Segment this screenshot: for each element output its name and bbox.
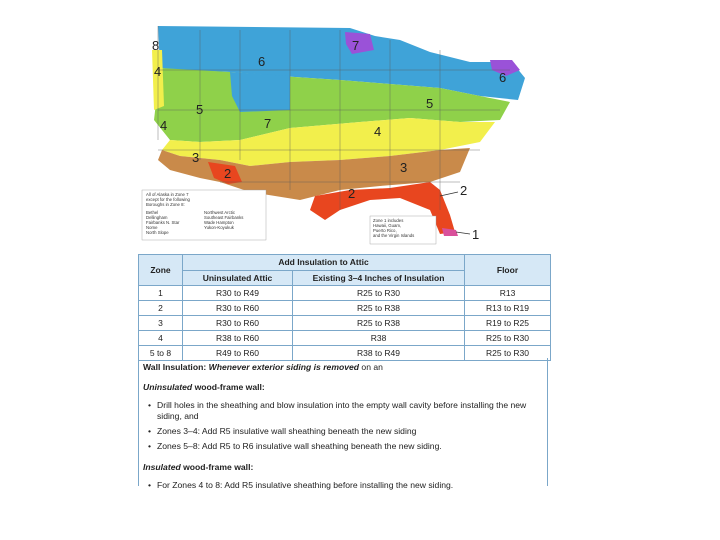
list-item: For Zones 4 to 8: Add R5 insulative shea… bbox=[143, 480, 541, 491]
cell-floor: R25 to R30 bbox=[464, 345, 551, 361]
cell-existing: R25 to R38 bbox=[292, 315, 465, 331]
cell-floor: R13 to R19 bbox=[464, 300, 551, 316]
uninsulated-rest: wood-frame wall: bbox=[194, 382, 265, 392]
cell-uninsulated: R30 to R60 bbox=[182, 315, 293, 331]
zone-6-region-west bbox=[230, 72, 290, 112]
wall-heading-emphasis: Whenever exterior siding is removed bbox=[208, 362, 360, 372]
alaska-borough: Wade Hampton bbox=[204, 220, 234, 225]
table-row: 1 R30 to R49 R25 to R30 R13 bbox=[138, 285, 551, 301]
zone-7-region-east bbox=[490, 60, 520, 76]
insulated-wall-heading: Insulated wood-frame wall: bbox=[143, 462, 541, 472]
alaska-inset: All of Alaska in Zone 7 except for the f… bbox=[141, 189, 267, 241]
zone-label: 3 bbox=[400, 160, 407, 175]
wall-insulation-section: Wall Insulation: Whenever exterior sidin… bbox=[138, 358, 548, 491]
table-row: 3 R30 to R60 R25 to R38 R19 to R25 bbox=[138, 315, 551, 331]
uninsulated-word: Uninsulated bbox=[143, 382, 193, 392]
zone-label: 1 bbox=[472, 227, 479, 242]
alaska-borough: Northwest Arctic bbox=[204, 210, 236, 215]
header-existing-insulation: Existing 3–4 Inches of Insulation bbox=[292, 269, 465, 286]
zone-2-region-south bbox=[310, 182, 455, 234]
alaska-borough: Yukon-Koyukuk bbox=[204, 225, 235, 230]
header-uninsulated-attic: Uninsulated Attic bbox=[182, 269, 293, 286]
cell-uninsulated: R30 to R60 bbox=[182, 300, 293, 316]
cell-zone: 4 bbox=[138, 330, 183, 346]
zone-4-region bbox=[162, 118, 495, 166]
header-attic-group: Add Insulation to Attic bbox=[182, 254, 465, 271]
alaska-borough: Fairbanks N. Star bbox=[146, 220, 180, 225]
zone-label: 4 bbox=[374, 124, 381, 139]
table-row: 2 R30 to R60 R25 to R38 R13 to R19 bbox=[138, 300, 551, 316]
zone-label: 2 bbox=[348, 186, 355, 201]
cell-existing: R25 to R30 bbox=[292, 285, 465, 301]
wall-heading-label: Wall Insulation: bbox=[143, 362, 207, 372]
cell-uninsulated: R38 to R60 bbox=[182, 330, 293, 346]
zone-label: 2 bbox=[224, 166, 231, 181]
zone-2-region-sw bbox=[208, 162, 242, 184]
zone-1-region bbox=[442, 228, 458, 236]
zone1-inset: Zone 1 includes Hawaii, Guam, Puerto Ric… bbox=[369, 215, 437, 245]
alaska-borough: North Slope bbox=[146, 230, 169, 235]
cell-zone: 1 bbox=[138, 285, 183, 301]
list-item: Drill holes in the sheathing and blow in… bbox=[143, 400, 541, 422]
zone-label: 5 bbox=[196, 102, 203, 117]
list-item: Zones 5–8: Add R5 to R6 insulative wall … bbox=[143, 441, 541, 452]
zone-label: 4 bbox=[160, 118, 167, 133]
state-borders bbox=[157, 26, 510, 210]
insulation-table: Zone Add Insulation to Attic Floor Unins… bbox=[138, 254, 551, 361]
zone-label: 2 bbox=[460, 183, 467, 198]
climate-zone-map: 1 2 2 2 3 3 4 4 4 5 5 6 6 7 7 8 All of A… bbox=[141, 26, 525, 245]
wall-heading-tail: on an bbox=[361, 362, 383, 372]
zone-7-region bbox=[345, 32, 374, 54]
zone-label: 7 bbox=[352, 38, 359, 53]
table-row: 4 R38 to R60 R38 R25 to R30 bbox=[138, 330, 551, 346]
alaska-borough: Southeast Fairbanks bbox=[204, 215, 243, 220]
cell-floor: R19 to R25 bbox=[464, 315, 551, 331]
zone1-inset-line: Puerto Rico, bbox=[373, 228, 397, 233]
cell-existing: R38 to R49 bbox=[292, 345, 465, 361]
zone-label: 3 bbox=[192, 150, 199, 165]
header-floor: Floor bbox=[464, 254, 551, 286]
zone-3-region bbox=[158, 148, 470, 200]
header-zone: Zone bbox=[138, 254, 183, 286]
cell-existing: R25 to R38 bbox=[292, 300, 465, 316]
alaska-inset-line: Boroughs in Zone 8: bbox=[146, 202, 185, 207]
alaska-inset-line: All of Alaska in Zone 7 bbox=[146, 192, 189, 197]
cell-zone: 2 bbox=[138, 300, 183, 316]
zone1-inset-line: Zone 1 includes bbox=[373, 218, 403, 223]
zone1-inset-line: and the Virgin Islands bbox=[373, 233, 414, 238]
zone-label: 4 bbox=[154, 64, 161, 79]
insulated-word: Insulated bbox=[143, 462, 181, 472]
zone-6-region bbox=[158, 26, 525, 100]
cell-uninsulated: R30 to R49 bbox=[182, 285, 293, 301]
zone-label: 8 bbox=[152, 38, 159, 53]
insulation-table-wrap: Zone Add Insulation to Attic Floor Unins… bbox=[138, 254, 551, 361]
alaska-inset-line: except for the following bbox=[146, 197, 191, 202]
zone-label: 5 bbox=[426, 96, 433, 111]
cell-existing: R38 bbox=[292, 330, 465, 346]
alaska-borough: Nome bbox=[146, 225, 158, 230]
alaska-borough: Bethel bbox=[146, 210, 158, 215]
leader-lines bbox=[439, 191, 471, 235]
uninsulated-wall-heading: Uninsulated wood-frame wall: bbox=[143, 382, 541, 392]
zone-label: 7 bbox=[264, 116, 271, 131]
zone1-inset-line: Hawaii, Guam, bbox=[373, 223, 401, 228]
insulated-rest: wood-frame wall: bbox=[183, 462, 254, 472]
cell-floor: R13 bbox=[464, 285, 551, 301]
list-item: Zones 3–4: Add R5 insulative wall sheath… bbox=[143, 426, 541, 437]
alaska-borough: Dellingham bbox=[146, 215, 168, 220]
cell-floor: R25 to R30 bbox=[464, 330, 551, 346]
zone-label: 6 bbox=[258, 54, 265, 69]
zone-label: 6 bbox=[499, 70, 506, 85]
wall-heading: Wall Insulation: Whenever exterior sidin… bbox=[143, 362, 541, 372]
cell-zone: 3 bbox=[138, 315, 183, 331]
table-row: 5 to 8 R49 to R60 R38 to R49 R25 to R30 bbox=[138, 345, 551, 361]
